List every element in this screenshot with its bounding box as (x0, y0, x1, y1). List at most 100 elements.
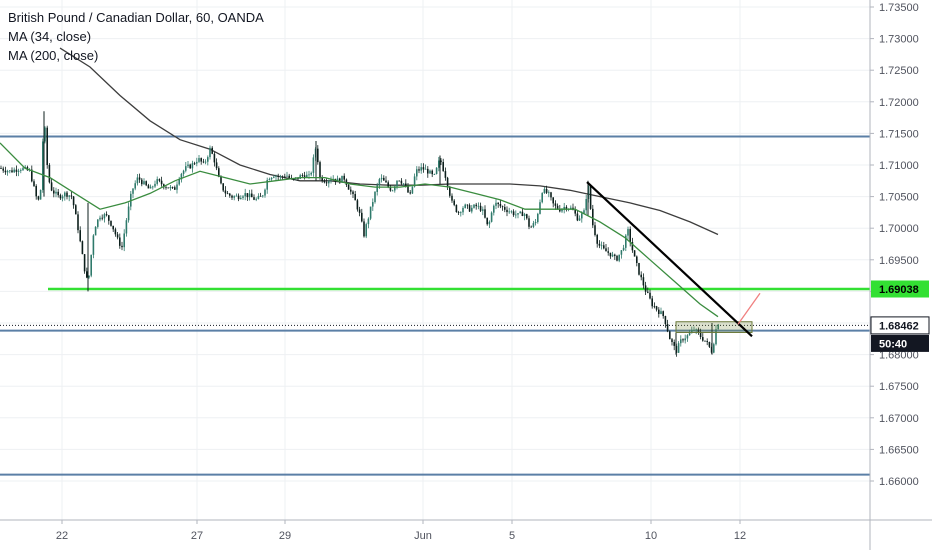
candle-body (486, 217, 488, 225)
candle-body (495, 202, 497, 206)
candle-body (506, 209, 508, 213)
candle-body (405, 183, 407, 186)
candle-body (446, 177, 449, 188)
y-tick-label: 1.71000 (879, 160, 919, 172)
candle-body (411, 186, 414, 194)
candle-body (391, 190, 394, 192)
candle-body (385, 180, 387, 183)
candle-body (673, 341, 675, 346)
candle-body (17, 170, 20, 172)
candle-body (189, 164, 191, 169)
candle-body (504, 207, 506, 210)
candle-body (636, 256, 638, 264)
candle-body (75, 205, 77, 215)
candle-body (204, 161, 207, 163)
candle-body (330, 179, 332, 181)
candle-body (147, 185, 150, 189)
candle-body (156, 179, 158, 184)
candle-body (682, 339, 684, 341)
candle-body (266, 179, 268, 190)
x-tick-label: 10 (645, 530, 657, 542)
candle-body (409, 192, 411, 194)
grid (0, 0, 870, 520)
symbol-title[interactable]: British Pound / Canadian Dollar, 60, OAN… (8, 10, 264, 25)
chart-legend: British Pound / Canadian Dollar, 60, OAN… (8, 8, 264, 65)
candle-body (303, 175, 306, 178)
candle-body (554, 203, 557, 206)
candle-body (108, 215, 110, 221)
candle-body (99, 217, 101, 220)
candle-body (88, 275, 90, 278)
candle-body (215, 162, 218, 169)
candle-body (609, 252, 612, 257)
candle-body (237, 195, 240, 200)
candle-body (396, 180, 398, 187)
candle-body (592, 208, 594, 226)
candle-body (464, 204, 466, 208)
candle-body (259, 195, 262, 197)
x-tick-label: 27 (191, 530, 203, 542)
candle-body (68, 195, 70, 197)
candle-body (369, 206, 372, 219)
candle-body (2, 168, 4, 171)
candle-body (255, 198, 257, 200)
candle-body (77, 214, 79, 231)
candle-body (193, 163, 196, 165)
candle-body (158, 179, 161, 181)
candle-body (499, 204, 502, 207)
candle-body (50, 182, 53, 191)
candle-body (576, 213, 579, 221)
candle-body (717, 324, 719, 330)
y-tick-label: 1.68000 (879, 350, 919, 362)
candle-body (671, 339, 673, 342)
candle-body (79, 230, 81, 242)
candle-body (677, 343, 680, 353)
candle-body (521, 211, 524, 217)
candle-body (222, 183, 224, 191)
candle-body (556, 205, 559, 209)
horizontal-levels[interactable] (0, 135, 870, 476)
candle-body (4, 170, 7, 173)
candle-body (640, 274, 642, 278)
candle-body (497, 202, 499, 205)
y-tick-label: 1.66500 (879, 444, 919, 456)
ma200-path (59, 47, 719, 236)
candle-body (431, 170, 433, 175)
candle-body (350, 189, 352, 192)
candle-body (319, 162, 321, 178)
candle-body (583, 210, 585, 214)
breakout-projection-line (737, 292, 761, 325)
candle-body (154, 183, 156, 187)
candle-body (42, 141, 44, 190)
candle-body (655, 306, 658, 310)
candle-body (59, 195, 62, 199)
candle-body (374, 191, 376, 203)
y-tick-label: 1.67000 (879, 413, 919, 425)
candle-body (699, 332, 702, 338)
candle-body (306, 174, 308, 178)
candle-body (66, 192, 68, 197)
candle-body (112, 225, 114, 230)
y-tick-label: 1.69500 (879, 255, 919, 267)
x-tick-label: 12 (734, 530, 746, 542)
candle-body (600, 245, 603, 247)
candle-body (669, 331, 671, 340)
candle-body (218, 168, 220, 177)
candle-body (418, 169, 420, 171)
drawings[interactable] (586, 181, 761, 338)
candle-body (523, 214, 526, 217)
candle-body (552, 197, 554, 204)
candle-body (684, 338, 686, 341)
candle-body (479, 205, 482, 211)
candle-body (127, 206, 130, 221)
ma34-legend[interactable]: MA (34, close) (8, 29, 92, 44)
candle-body (691, 330, 693, 334)
candle-body (20, 170, 22, 171)
candle-body (345, 179, 348, 185)
ma200-legend[interactable]: MA (200, close) (8, 48, 99, 63)
candle-body (94, 226, 97, 236)
ma34-line (0, 142, 719, 318)
candle-body (134, 183, 136, 189)
candle-body (235, 195, 238, 197)
